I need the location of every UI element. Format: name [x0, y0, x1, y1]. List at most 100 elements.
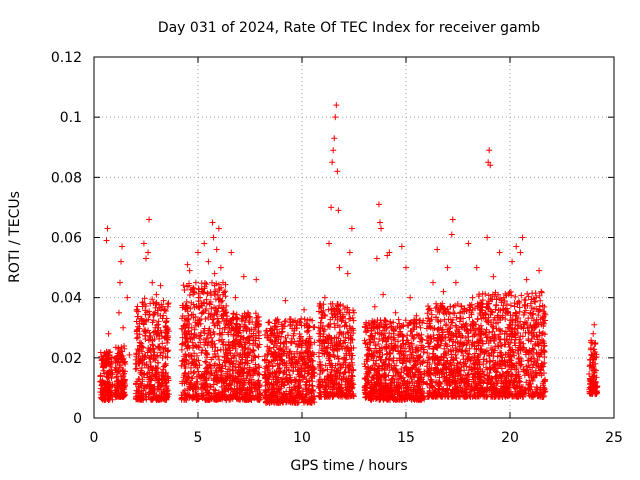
data-point: [114, 369, 121, 376]
data-point: [201, 383, 208, 390]
data-point: [305, 358, 312, 365]
data-point: [347, 315, 354, 322]
data-point: [287, 361, 294, 368]
data-point: [254, 320, 261, 327]
data-point: [255, 344, 262, 351]
data-point: [247, 314, 254, 321]
data-point: [107, 363, 114, 370]
data-point: [330, 381, 337, 388]
data-point: [275, 385, 282, 392]
data-point: [146, 369, 153, 376]
data-point: [266, 386, 273, 393]
data-point: [332, 314, 339, 321]
data-point: [282, 318, 289, 325]
data-point: [321, 326, 328, 333]
data-point: [212, 288, 219, 295]
data-point: [304, 328, 311, 335]
data-point: [319, 350, 326, 357]
grid-lines: [94, 57, 614, 418]
data-point: [208, 394, 215, 401]
data-point: [182, 378, 189, 385]
data-point: [219, 341, 226, 348]
data-point: [121, 370, 128, 377]
data-point: [184, 394, 191, 401]
data-point: [350, 330, 357, 337]
data-point: [241, 310, 248, 317]
data-point: [230, 388, 237, 395]
data-point: [273, 369, 280, 376]
data-point: [316, 363, 323, 370]
data-point: [216, 395, 223, 402]
data-point: [418, 342, 425, 349]
data-point: [121, 384, 128, 391]
data-point: [113, 357, 120, 364]
data-point: [269, 363, 276, 370]
data-point: [233, 320, 240, 327]
data-point: [311, 324, 318, 331]
data-point: [412, 371, 419, 378]
data-point: [272, 324, 279, 331]
data-point: [204, 351, 211, 358]
data-point: [275, 319, 282, 326]
data-point: [304, 344, 311, 351]
data-point: [301, 322, 308, 329]
data-point: [306, 323, 313, 330]
data-point: [348, 356, 355, 363]
data-point: [246, 340, 253, 347]
data-point: [325, 340, 332, 347]
data-point: [330, 352, 337, 359]
data-point: [114, 353, 121, 360]
data-point: [348, 336, 355, 343]
data-point: [270, 389, 277, 396]
data-point: [133, 335, 140, 342]
data-point: [195, 286, 202, 293]
data-point: [160, 297, 167, 304]
data-point: [254, 314, 261, 321]
data-point: [196, 393, 203, 400]
data-point: [207, 365, 214, 372]
data-point: [405, 322, 412, 329]
data-point: [152, 328, 159, 335]
data-point: [154, 352, 161, 359]
data-point: [136, 350, 143, 357]
data-point: [233, 311, 240, 318]
data-point: [273, 342, 280, 349]
data-point: [195, 386, 202, 393]
data-point: [231, 386, 238, 393]
data-point: [283, 344, 290, 351]
data-point: [182, 305, 189, 312]
data-point: [230, 353, 237, 360]
data-point: [208, 279, 215, 286]
data-point: [188, 330, 195, 337]
data-point: [278, 356, 285, 363]
data-point: [331, 367, 338, 374]
data-point: [211, 348, 218, 355]
data-point: [433, 300, 440, 307]
data-point: [133, 365, 140, 372]
data-point: [340, 330, 347, 337]
data-point: [241, 365, 248, 372]
data-point: [185, 282, 192, 289]
data-point: [296, 394, 303, 401]
data-point: [252, 334, 259, 341]
data-point: [328, 372, 335, 379]
data-point: [261, 353, 268, 360]
data-point: [324, 389, 331, 396]
data-point: [134, 395, 141, 402]
data-point: [292, 364, 299, 371]
data-point: [329, 393, 336, 400]
data-point: [250, 370, 257, 377]
data-point: [180, 389, 187, 396]
data-point: [348, 352, 355, 359]
data-point: [120, 373, 127, 380]
data-point: [160, 312, 167, 319]
data-point: [296, 385, 303, 392]
data-point: [163, 318, 170, 325]
data-point: [251, 384, 258, 391]
data-point: [226, 324, 233, 331]
data-point: [225, 382, 232, 389]
data-point: [144, 309, 151, 316]
data-point: [249, 388, 256, 395]
data-point: [382, 317, 389, 324]
data-point: [210, 316, 217, 323]
